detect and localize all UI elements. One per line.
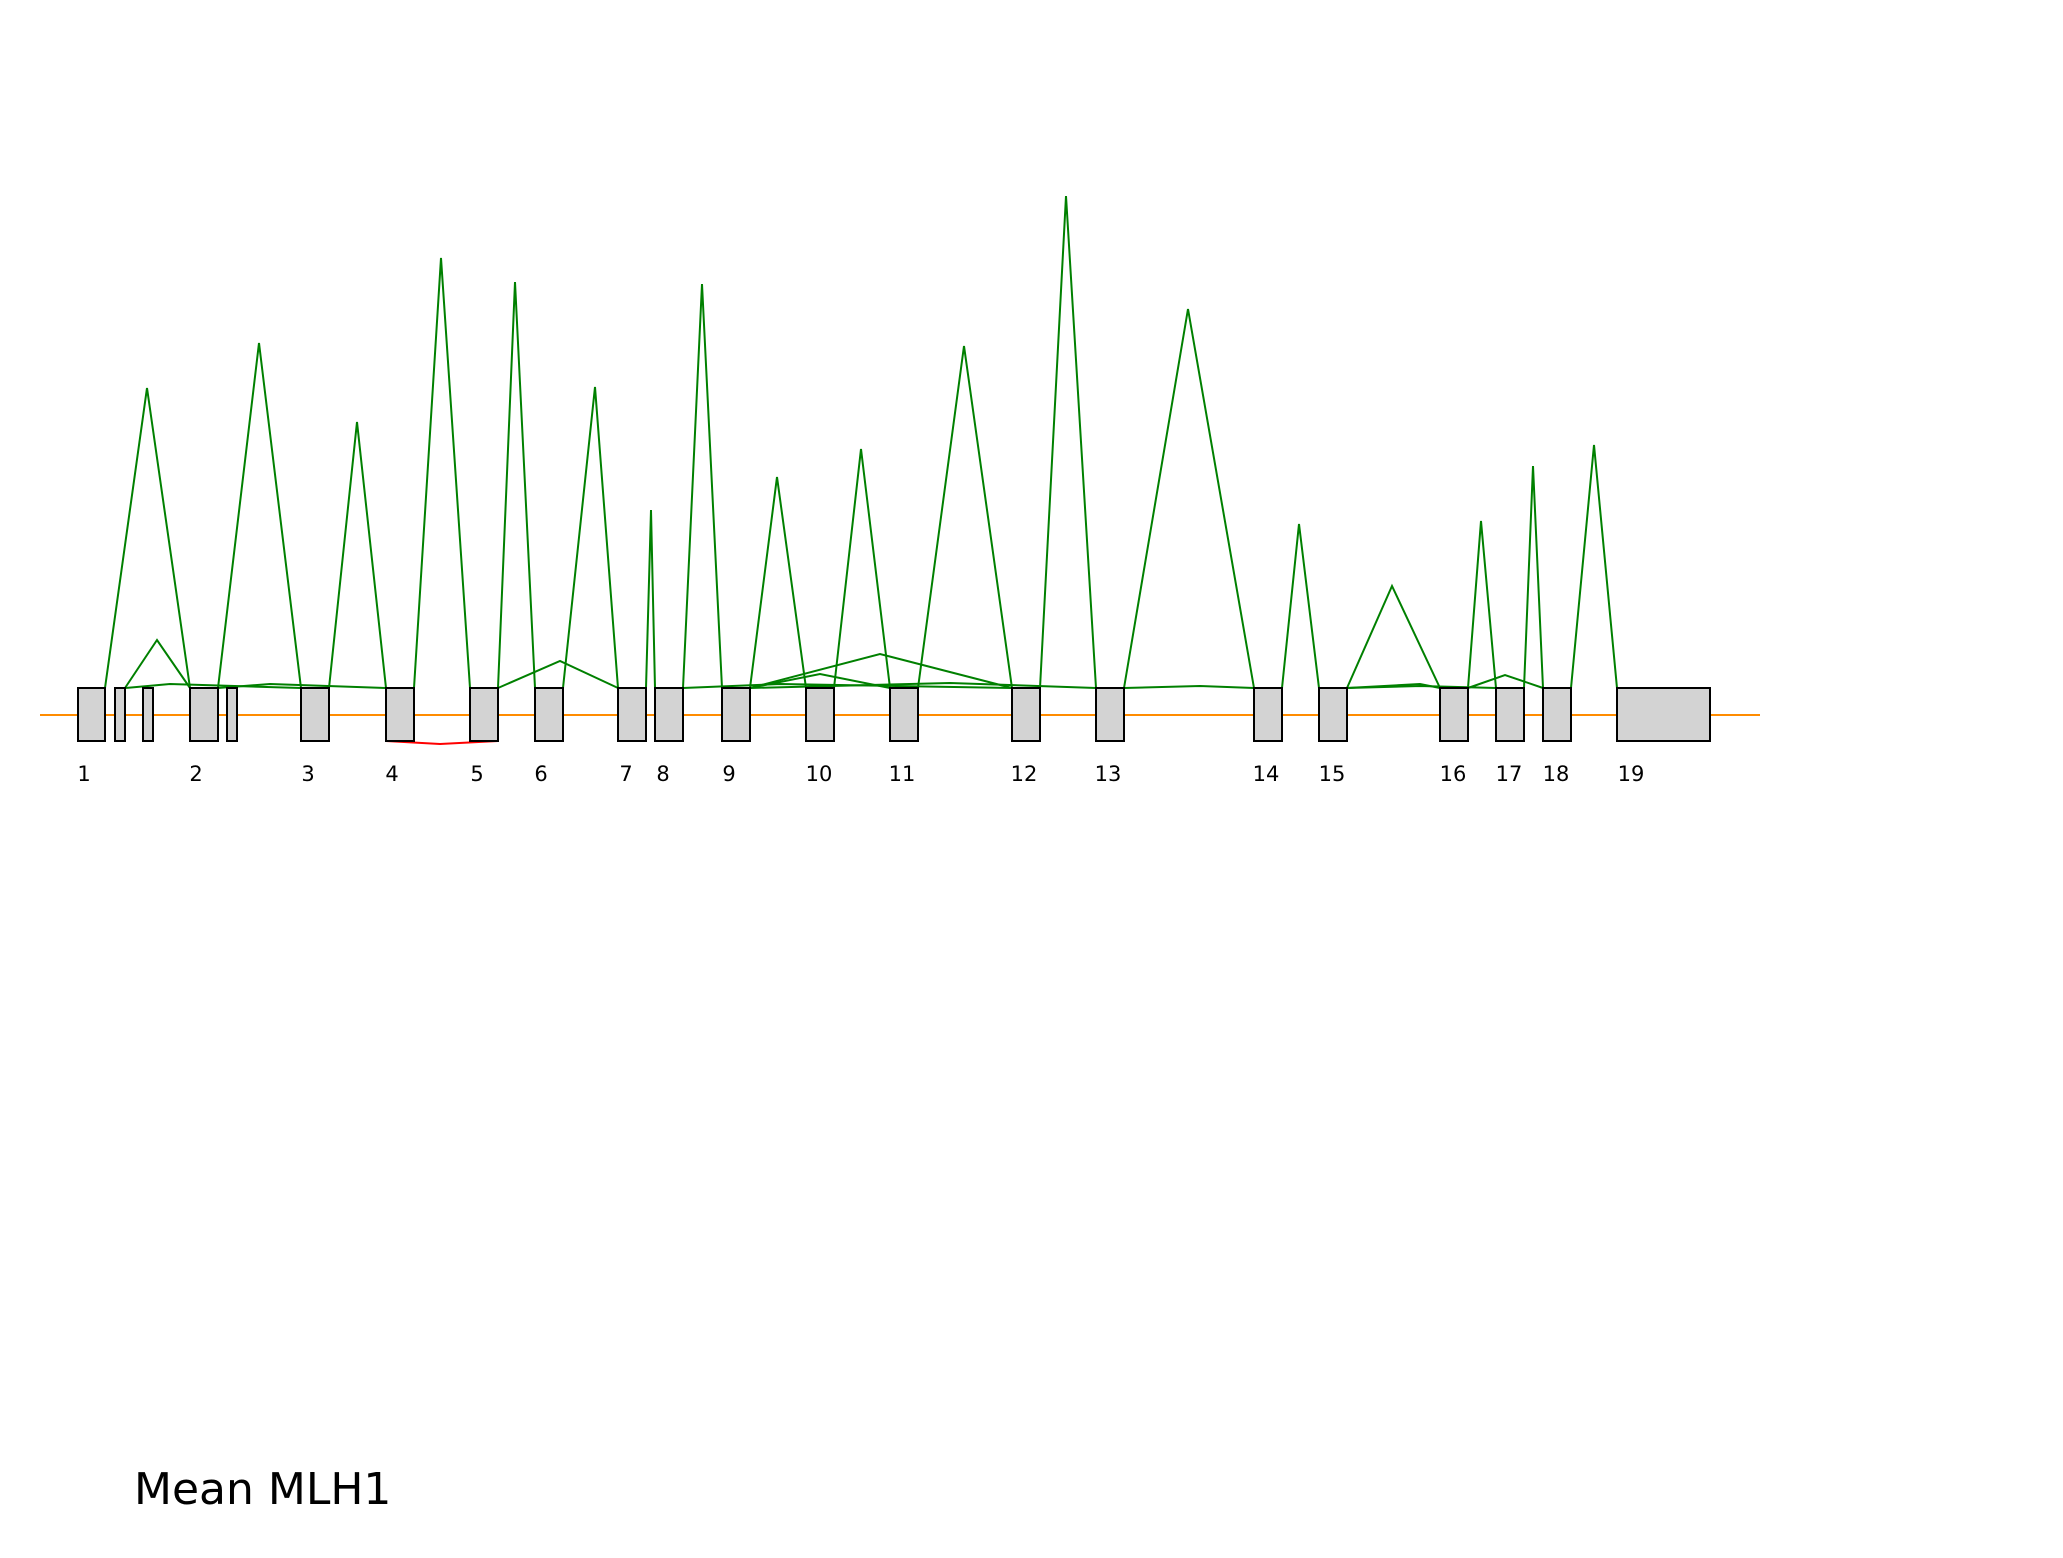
junction-arc	[749, 652, 1013, 689]
exon-box	[142, 687, 154, 742]
junction-arc	[682, 283, 723, 689]
exon-label: 10	[806, 762, 833, 786]
exon-box	[1616, 687, 1711, 742]
exon-label: 8	[656, 762, 669, 786]
exon-box	[889, 687, 919, 742]
exon-box	[385, 687, 415, 742]
junction-arc	[104, 387, 191, 689]
exon-label: 18	[1543, 762, 1570, 786]
exon-label: 6	[534, 762, 547, 786]
exon-box	[805, 687, 835, 742]
junction-arc	[124, 638, 191, 689]
junction-arc	[833, 448, 891, 689]
junction-arc	[1123, 684, 1255, 689]
junction-arc	[645, 509, 656, 689]
junction-arc	[124, 682, 302, 689]
junction-arc	[1570, 444, 1618, 689]
exon-label: 4	[385, 762, 398, 786]
exon-box	[1495, 687, 1525, 742]
junction-arc	[1467, 673, 1544, 689]
exon-box	[1439, 687, 1469, 742]
plot-title: Mean MLH1	[134, 1464, 392, 1515]
exon-label: 13	[1095, 762, 1122, 786]
exon-box	[1095, 687, 1125, 742]
exon-box	[721, 687, 751, 742]
junction-arc	[749, 476, 807, 689]
exon-layer	[77, 687, 1711, 742]
junction-arc	[217, 342, 302, 689]
exon-box	[300, 687, 330, 742]
junction-arc	[413, 257, 471, 689]
junction-arc	[497, 659, 619, 689]
exon-box	[1318, 687, 1348, 742]
exon-label: 11	[889, 762, 916, 786]
junction-arc	[749, 681, 1097, 689]
exon-label: 17	[1496, 762, 1523, 786]
junction-arc	[562, 386, 619, 689]
exon-box	[77, 687, 106, 742]
exon-label: 19	[1618, 762, 1645, 786]
junction-arc	[917, 345, 1013, 689]
junction-arc	[497, 281, 536, 689]
junction-arc	[1123, 308, 1255, 689]
exon-label: 7	[619, 762, 632, 786]
junction-arc	[217, 682, 387, 689]
exon-box	[534, 687, 564, 742]
exon-box	[1542, 687, 1572, 742]
exon-label: 1	[77, 762, 90, 786]
exon-label: 2	[189, 762, 202, 786]
junction-arc	[749, 672, 891, 689]
exon-box	[226, 687, 238, 742]
junction-arc	[1281, 523, 1320, 689]
junction-arc	[682, 682, 1013, 689]
junction-arc	[1467, 520, 1497, 689]
junction-arc	[1346, 583, 1441, 689]
exon-label: 3	[301, 762, 314, 786]
exon-box	[189, 687, 219, 742]
exon-label: 12	[1011, 762, 1038, 786]
junction-arc	[1039, 195, 1097, 689]
junction-layer	[104, 195, 1618, 746]
exon-box	[1011, 687, 1041, 742]
exon-box	[114, 687, 126, 742]
exon-box	[617, 687, 647, 742]
exon-box	[469, 687, 499, 742]
exon-box	[654, 687, 684, 742]
exon-label: 5	[470, 762, 483, 786]
exon-label: 16	[1440, 762, 1467, 786]
exon-box	[1253, 687, 1283, 742]
exon-label: 9	[722, 762, 735, 786]
exon-label: 14	[1253, 762, 1280, 786]
junction-arc	[1523, 465, 1544, 689]
junction-arc	[328, 421, 387, 689]
exon-label: 15	[1319, 762, 1346, 786]
exon-label-layer: 1 2 3 4 5 6 7 8 9 10 11 12 13 14 15 16 17 18 19	[77, 762, 1644, 786]
